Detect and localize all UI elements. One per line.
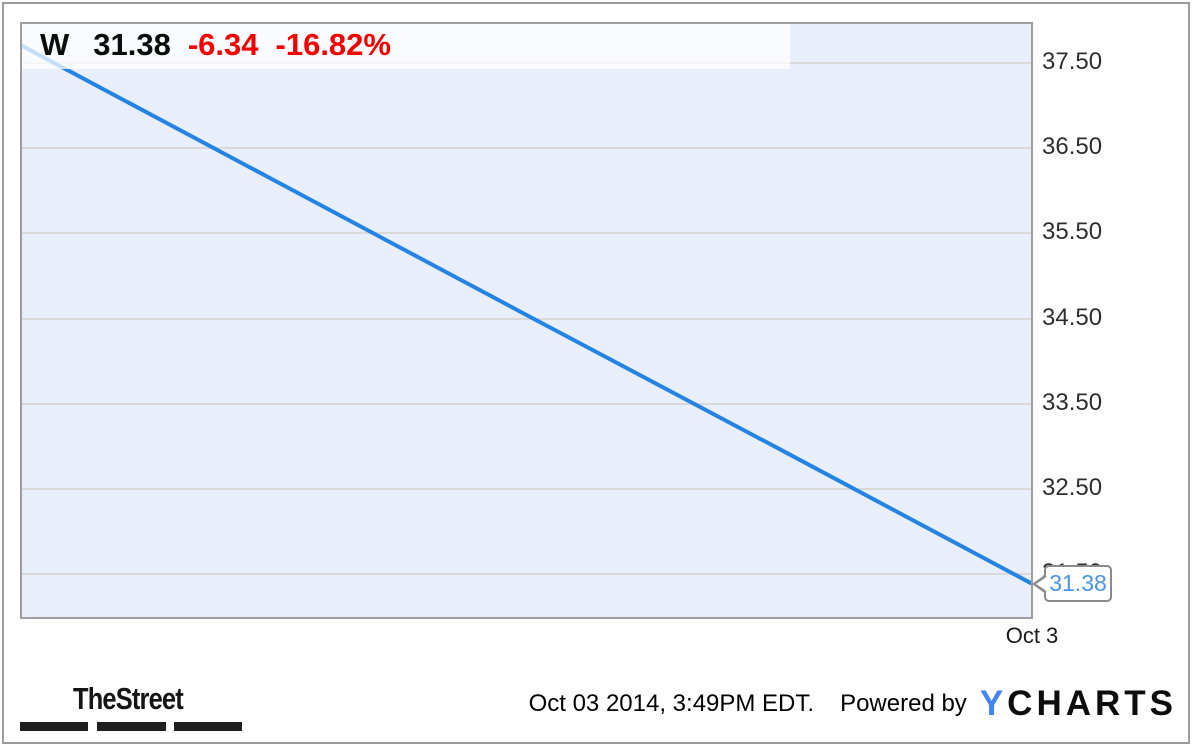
- tooltip-value: 31.38: [1049, 570, 1107, 596]
- thestreet-logo-bar: [97, 722, 166, 731]
- gridline: [22, 488, 1031, 490]
- attribution: Oct 03 2014, 3:49PM EDT. Powered by YCHA…: [529, 683, 1177, 725]
- thestreet-logo-text: TheStreet: [73, 681, 184, 716]
- ycharts-logo-text: CHARTS: [1007, 684, 1177, 723]
- legend-background: [22, 24, 790, 69]
- y-axis-tick-label: 34.50: [1042, 304, 1103, 331]
- legend-change: -6.34: [187, 27, 259, 62]
- y-axis-tick-label: 35.50: [1042, 218, 1103, 245]
- gridline: [22, 403, 1031, 405]
- gridline: [22, 318, 1031, 320]
- ycharts-logo-y: Y: [979, 684, 1008, 723]
- gridline: [22, 147, 1031, 149]
- gridline: [22, 232, 1031, 234]
- thestreet-logo: TheStreet: [73, 681, 207, 717]
- tooltip-arrow-fill: [1036, 576, 1048, 592]
- legend-ticker: W: [40, 27, 70, 62]
- y-axis-tick-label: 33.50: [1042, 389, 1103, 416]
- legend-change-pct: -16.82%: [275, 27, 391, 62]
- ycharts-logo: YCHARTS: [980, 684, 1177, 724]
- last-price-tooltip: 31.38: [1032, 565, 1112, 602]
- chart-timestamp: Oct 03 2014, 3:49PM EDT.: [528, 690, 815, 717]
- plot-area: [20, 22, 1033, 619]
- gridline: [22, 573, 1031, 575]
- price-line: [22, 43, 1031, 586]
- thestreet-logo-bar: [20, 722, 88, 731]
- x-axis-label: Oct 3: [1005, 623, 1059, 648]
- legend-price: 31.38: [93, 27, 171, 62]
- y-axis-tick-label: 32.50: [1042, 474, 1103, 501]
- thestreet-logo-bar: [174, 722, 242, 731]
- powered-by-text: Powered by: [840, 690, 967, 717]
- y-axis-tick-label: 37.50: [1042, 48, 1103, 75]
- y-axis-tick-label: 36.50: [1042, 133, 1103, 160]
- legend: W 31.38 -6.34 -16.82%: [40, 27, 391, 63]
